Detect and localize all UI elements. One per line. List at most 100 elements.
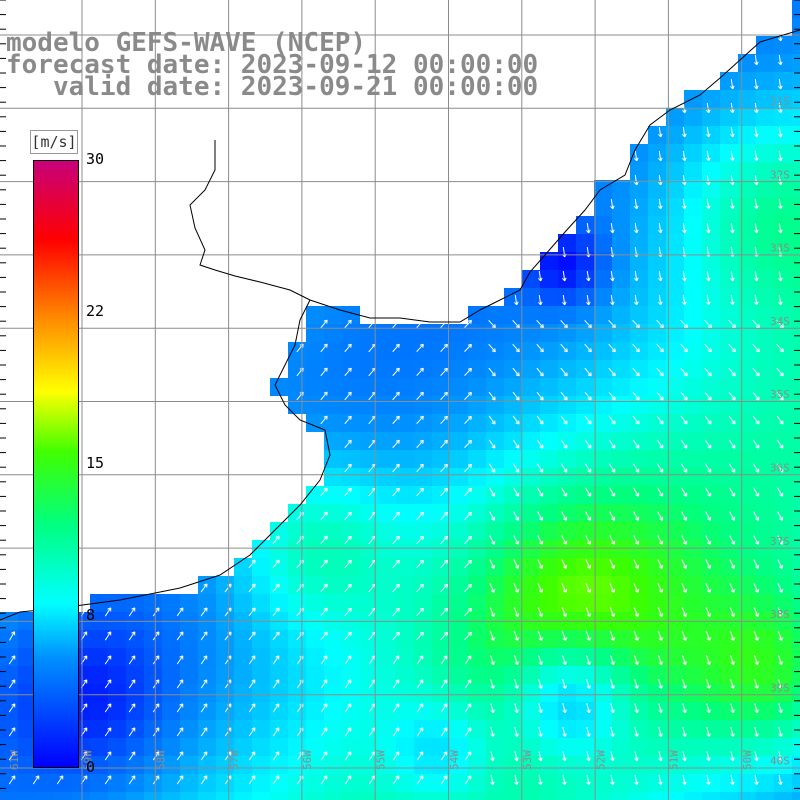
wind-cell [504, 306, 522, 324]
wind-cell [252, 756, 270, 774]
wind-cell [594, 666, 612, 684]
wind-arrow [152, 655, 160, 665]
wind-cell [792, 54, 800, 72]
wind-cell [504, 720, 522, 738]
wind-cell [54, 792, 72, 800]
wind-arrow [634, 222, 639, 234]
colorbar-tick-label: 8 [86, 606, 96, 624]
wind-cell [558, 576, 576, 594]
wind-cell [648, 702, 666, 720]
wind-cell [684, 720, 702, 738]
wind-cell [342, 558, 360, 576]
wind-cell [450, 702, 468, 720]
wind-arrow [200, 679, 208, 689]
wind-cell [774, 252, 792, 270]
wind-arrow [728, 415, 736, 425]
wind-cell [594, 216, 612, 234]
wind-arrow [562, 774, 567, 786]
wind-arrow [634, 774, 639, 786]
wind-arrow [584, 463, 592, 473]
wind-cell [450, 450, 468, 468]
wind-arrow [392, 463, 400, 473]
wind-cell [396, 540, 414, 558]
wind-cell [666, 414, 684, 432]
wind-cell [450, 360, 468, 378]
wind-arrow [728, 391, 736, 401]
wind-cell [738, 504, 756, 522]
wind-cell [756, 468, 774, 486]
wind-cell [522, 594, 540, 612]
wind-cell [396, 378, 414, 396]
wind-cell [414, 540, 432, 558]
wind-arrow [682, 679, 687, 690]
wind-cell [684, 342, 702, 360]
wind-cell [180, 648, 198, 666]
wind-cell [792, 288, 800, 306]
wind-arrow [608, 463, 616, 473]
wind-cell [360, 378, 378, 396]
wind-cell [306, 306, 324, 324]
wind-arrow [633, 511, 640, 521]
wind-arrow [152, 751, 160, 761]
wind-arrow [754, 222, 759, 234]
wind-cell [666, 270, 684, 288]
wind-arrow [464, 727, 472, 737]
wind-arrow [680, 319, 688, 329]
wind-cell [504, 342, 522, 360]
wind-arrow [585, 511, 592, 521]
wind-cell [576, 504, 594, 522]
wind-cell [522, 666, 540, 684]
wind-cell [738, 522, 756, 540]
wind-arrow [682, 774, 687, 786]
wind-cell [666, 306, 684, 324]
wind-arrow [416, 631, 424, 641]
wind-arrow [176, 727, 184, 737]
wind-cell [666, 720, 684, 738]
wind-arrow [272, 559, 280, 569]
wind-arrow [344, 583, 352, 593]
wind-cell [360, 468, 378, 486]
wind-cell [324, 450, 342, 468]
wind-cell [756, 342, 774, 360]
lat-label: 38S [770, 608, 790, 621]
wind-arrow [705, 535, 712, 545]
wind-cell [648, 576, 666, 594]
wind-arrow [416, 751, 424, 761]
wind-cell [504, 684, 522, 702]
wind-arrow [632, 319, 640, 329]
wind-arrow [488, 415, 496, 425]
wind-cell [396, 396, 414, 414]
wind-cell [18, 648, 36, 666]
wind-cell [198, 630, 216, 648]
wind-cell [342, 738, 360, 756]
wind-cell [306, 576, 324, 594]
wind-cell [378, 540, 396, 558]
wind-arrow [634, 703, 639, 714]
wind-cell [630, 468, 648, 486]
wind-arrow [538, 294, 543, 306]
wind-cell [342, 378, 360, 396]
wind-cell [684, 414, 702, 432]
wind-cell [684, 738, 702, 756]
wind-cell [612, 648, 630, 666]
wind-cell [504, 666, 522, 684]
wind-arrow [634, 174, 639, 186]
wind-arrow [392, 415, 400, 425]
wind-arrow [706, 270, 711, 282]
wind-arrow [8, 679, 16, 689]
wind-arrow [464, 343, 472, 352]
wind-cell [396, 342, 414, 360]
wind-cell [594, 360, 612, 378]
wind-cell [162, 630, 180, 648]
wind-cell [324, 756, 342, 774]
wind-arrow [561, 583, 568, 593]
wind-cell [738, 630, 756, 648]
wind-cell [558, 666, 576, 684]
wind-cell [342, 396, 360, 414]
wind-cell [18, 738, 36, 756]
wind-cell [576, 774, 594, 792]
wind-cell [558, 360, 576, 378]
wind-cell [756, 540, 774, 558]
wind-arrow [538, 679, 543, 690]
